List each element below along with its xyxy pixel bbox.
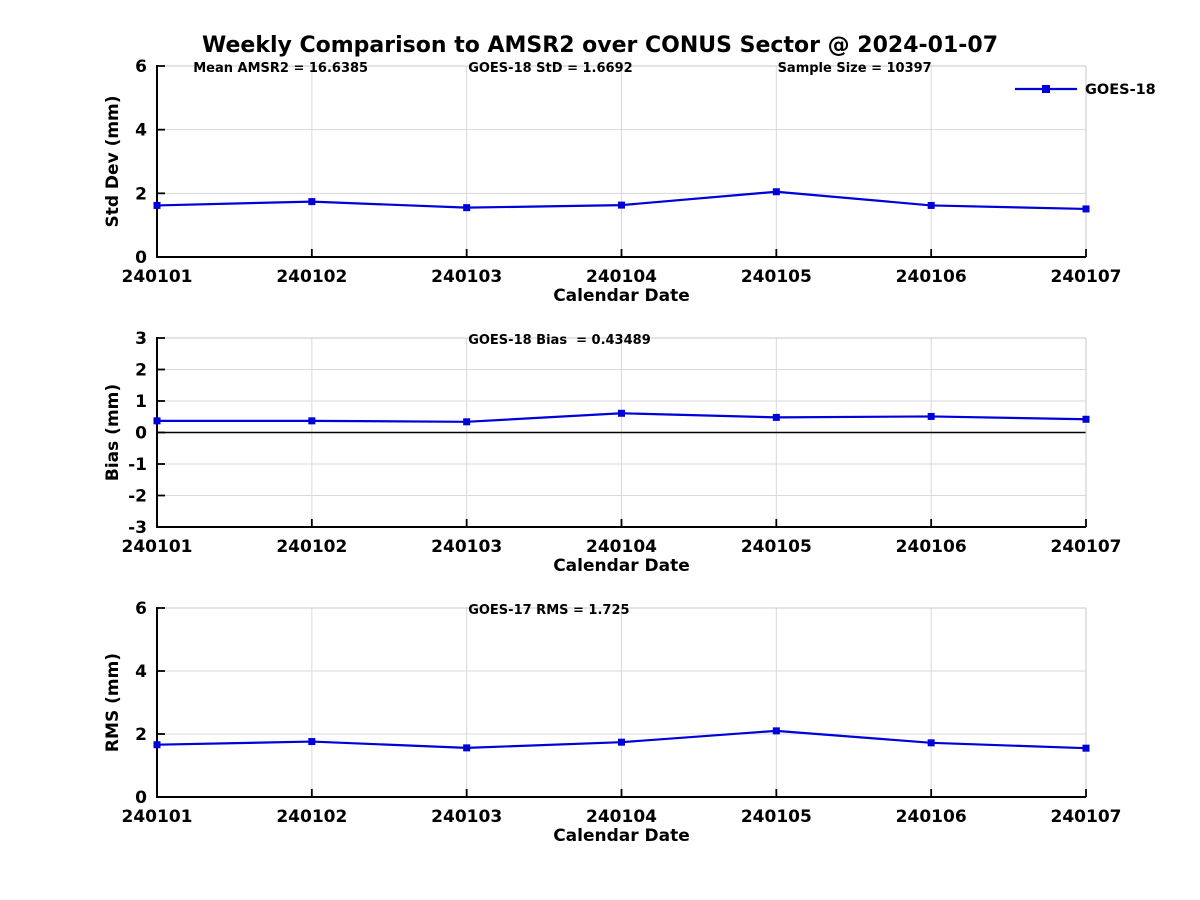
subplot-bias-mm: -3 -2 -1 0 1 2 3 240101 240102 240103 240104 240105… [103,329,1121,576]
data-point-marker [463,744,471,752]
x-tick-label: 240107 [1051,537,1122,557]
data-point-marker [1082,415,1090,423]
x-tick-label: 240106 [896,807,967,827]
annotation: Sample Size = 10397 [778,61,932,76]
x-tick-label: 240107 [1051,807,1122,827]
y-tick-label: 6 [135,599,147,619]
y-tick-label: -1 [128,455,147,475]
data-point-marker [463,418,471,426]
data-point-marker [927,201,935,209]
data-point-marker [927,739,935,747]
y-axis-label: Std Dev (mm) [103,95,123,227]
data-point-marker [463,204,471,212]
x-tick-label: 240104 [586,807,657,827]
x-tick-label: 240104 [586,267,657,287]
data-point-marker [1082,205,1090,213]
y-tick-label: 2 [135,361,147,381]
data-point-marker [153,201,161,209]
data-point-marker [772,413,780,421]
y-tick-label: 3 [135,329,147,349]
subplot-std-dev-mm: 0 2 4 6 240101 240102 240103 240104 240105 240106… [103,57,1156,306]
x-tick-label: 240104 [586,537,657,557]
x-tick-label: 240101 [122,267,193,287]
data-point-marker [153,741,161,749]
x-axis-label: Calendar Date [553,556,690,576]
x-tick-label: 240107 [1051,267,1122,287]
y-tick-label: 6 [135,57,147,77]
x-axis-label: Calendar Date [553,826,690,846]
y-tick-label: 2 [135,725,147,745]
subplot-rms-mm: 0 2 4 6 240101 240102 240103 240104 240105 240106… [103,599,1121,846]
annotation: GOES-18 Bias = 0.43489 [468,333,651,348]
x-tick-label: 240103 [431,267,502,287]
y-tick-label: 4 [135,121,147,141]
data-point-marker [618,409,625,417]
y-axis-label: RMS (mm) [103,653,123,752]
x-tick-label: 240101 [122,807,193,827]
data-point-marker [618,738,625,746]
legend-marker [1042,85,1050,93]
x-tick-label: 240105 [741,537,812,557]
x-axis-label: Calendar Date [553,286,690,306]
y-tick-label: 2 [135,184,147,204]
annotation: Mean AMSR2 = 16.6385 [193,61,368,76]
y-tick-label: 4 [135,662,147,682]
data-point-marker [308,738,316,746]
data-point-marker [772,727,780,735]
y-axis-label: Bias (mm) [103,384,123,481]
y-tick-label: 0 [135,248,147,268]
x-tick-label: 240101 [122,537,193,557]
data-point-marker [153,417,161,425]
data-point-marker [308,198,316,206]
data-point-marker [618,201,625,209]
legend-label: GOES-18 [1085,82,1156,98]
data-point-marker [1082,744,1090,752]
y-tick-label: 0 [135,424,147,444]
y-tick-label: -2 [128,487,147,507]
data-point-marker [772,188,780,196]
annotation: GOES-17 RMS = 1.725 [468,603,629,618]
x-tick-label: 240102 [276,267,347,287]
x-tick-label: 240106 [896,537,967,557]
legend: GOES-18 [1015,82,1156,98]
data-point-marker [308,417,316,425]
x-tick-label: 240106 [896,267,967,287]
x-tick-label: 240105 [741,807,812,827]
annotation: GOES-18 StD = 1.6692 [468,61,632,76]
x-tick-label: 240102 [276,537,347,557]
y-tick-label: 1 [135,392,147,412]
y-tick-label: -3 [128,518,147,538]
x-tick-label: 240103 [431,807,502,827]
y-tick-label: 0 [135,788,147,808]
chart-title: Weekly Comparison to AMSR2 over CONUS Se… [202,33,998,58]
data-point-marker [927,412,935,420]
x-tick-label: 240105 [741,267,812,287]
x-tick-label: 240102 [276,807,347,827]
x-tick-label: 240103 [431,537,502,557]
